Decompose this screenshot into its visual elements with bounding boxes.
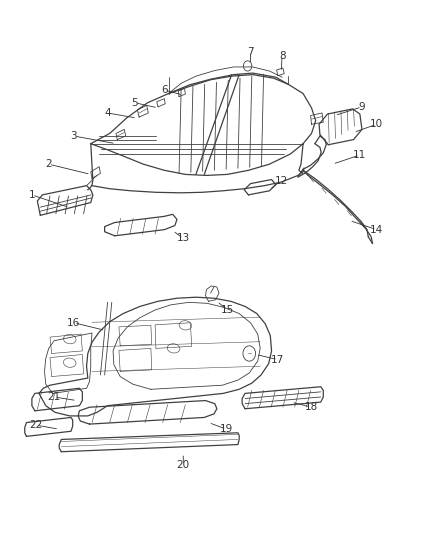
Text: 1: 1 bbox=[28, 190, 35, 200]
Text: 15: 15 bbox=[221, 305, 234, 315]
Text: 5: 5 bbox=[131, 98, 138, 108]
Text: 8: 8 bbox=[279, 51, 286, 61]
Text: 9: 9 bbox=[359, 102, 365, 112]
Text: 11: 11 bbox=[353, 150, 367, 160]
Text: 20: 20 bbox=[177, 460, 190, 470]
Text: 10: 10 bbox=[370, 119, 383, 130]
Text: 7: 7 bbox=[247, 46, 254, 56]
Text: 16: 16 bbox=[67, 318, 81, 328]
Text: 22: 22 bbox=[29, 420, 43, 430]
Text: 12: 12 bbox=[275, 175, 288, 185]
Text: 3: 3 bbox=[71, 131, 77, 141]
Text: 18: 18 bbox=[305, 402, 318, 412]
Text: 21: 21 bbox=[48, 392, 61, 402]
Text: 13: 13 bbox=[177, 233, 190, 244]
Text: 4: 4 bbox=[104, 108, 111, 118]
Text: 14: 14 bbox=[370, 224, 383, 235]
Text: 2: 2 bbox=[46, 159, 52, 169]
Text: 17: 17 bbox=[271, 354, 285, 365]
Text: 6: 6 bbox=[161, 85, 168, 95]
Text: 19: 19 bbox=[220, 424, 233, 434]
